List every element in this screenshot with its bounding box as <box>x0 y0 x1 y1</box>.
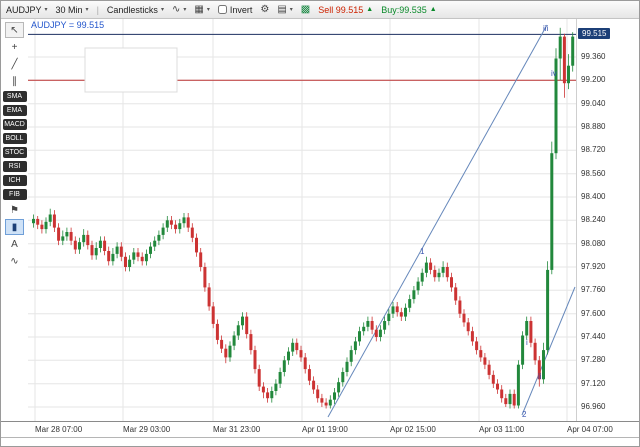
buy-quote-button[interactable]: Buy:99.535 ▲ <box>381 5 436 15</box>
zigzag-icon: ∿ <box>10 255 19 267</box>
chart-plot-area[interactable]: AUDJPY = 99.515 1 2 i ii iii iv <box>28 19 576 421</box>
interval-select[interactable]: 30 Min ▾ <box>56 5 89 15</box>
flag-icon: ⚑ <box>10 204 19 216</box>
svg-text:i: i <box>526 338 528 347</box>
text-tool-icon: A <box>11 238 18 250</box>
chevron-down-icon: ▾ <box>44 7 48 13</box>
buy-up-arrow-icon: ▲ <box>429 6 437 13</box>
time-tick-label: Mar 31 23:00 <box>213 425 261 434</box>
time-tick-label: Apr 01 19:00 <box>302 425 348 434</box>
indicator-stoc-button[interactable]: STOC <box>2 147 27 158</box>
price-tick-label: 98.080 <box>581 238 606 248</box>
grid-icon: ▦ <box>194 3 204 15</box>
svg-text:ii: ii <box>538 372 542 381</box>
monitor-icon: ▤ <box>277 3 287 15</box>
sell-up-arrow-icon: ▲ <box>366 6 374 13</box>
chart-type-label: Candlesticks <box>106 4 158 15</box>
time-tick-label: Mar 28 07:00 <box>35 425 83 434</box>
indicator-ich-button[interactable]: ICH <box>2 175 27 186</box>
flag-tool[interactable]: ⚑ <box>5 202 24 218</box>
price-tick-label: 97.120 <box>581 378 606 388</box>
candlestick-tool[interactable]: ▮ <box>5 219 24 235</box>
chart-legend: AUDJPY = 99.515 <box>31 20 105 30</box>
price-tick-label: 99.200 <box>581 75 606 85</box>
time-axis[interactable]: Mar 28 07:00 Mar 29 03:00 Mar 31 23:00 Apr … <box>1 421 639 438</box>
cursor-tool[interactable]: ↖ <box>5 22 24 38</box>
price-tick-label: 98.560 <box>581 168 606 178</box>
price-tick-label: 97.600 <box>581 308 606 318</box>
indicator-boll-button[interactable]: BOLL <box>2 133 27 144</box>
chevron-down-icon: ▾ <box>85 7 89 13</box>
indicator-macd-button[interactable]: MACD <box>2 119 27 130</box>
time-tick-label: Apr 04 07:00 <box>567 425 613 434</box>
invert-checkbox[interactable] <box>217 5 227 14</box>
candlestick-icon: ▮ <box>11 221 18 233</box>
price-axis[interactable]: 99.515 99.360 99.200 99.040 98.880 98.720 98.… <box>576 19 639 421</box>
palette-icon[interactable]: ▩ <box>300 3 311 15</box>
chevron-down-icon: ▾ <box>206 7 210 13</box>
indicator-fib-button[interactable]: FIB <box>2 189 27 200</box>
invert-label: Invert <box>229 4 253 15</box>
chevron-down-icon: ▾ <box>289 7 293 13</box>
symbol-select[interactable]: AUDJPY ▾ <box>6 5 48 15</box>
chevron-down-icon: ▾ <box>183 7 187 13</box>
text-tool[interactable]: A <box>5 236 24 252</box>
price-tick-label: 99.040 <box>581 98 606 108</box>
overlay-menu-button[interactable]: ∿ ▾ <box>171 3 187 15</box>
price-tick-label: 96.960 <box>581 402 606 411</box>
indicator-rsi-button[interactable]: RSI <box>2 161 27 172</box>
price-tick-label: 97.440 <box>581 332 606 341</box>
indicator-sma-button[interactable]: SMA <box>2 91 27 102</box>
svg-text:2: 2 <box>522 410 527 419</box>
sell-price: Sell 99.515 <box>318 4 364 15</box>
toolbar-separator: | <box>96 4 99 15</box>
price-tick-label: 97.280 <box>581 355 606 365</box>
line-chart-icon: ∿ <box>171 3 181 15</box>
price-tick-label: 98.240 <box>581 215 606 225</box>
screen-menu-button[interactable]: ▤ ▾ <box>277 3 293 15</box>
svg-text:iii: iii <box>543 24 549 33</box>
svg-text:iv: iv <box>551 69 557 78</box>
buy-price: Buy:99.535 <box>381 4 427 15</box>
current-price-badge: 99.515 <box>578 28 611 40</box>
symbol-label: AUDJPY <box>6 4 42 15</box>
chart-type-select[interactable]: Candlesticks ▾ <box>107 5 164 15</box>
drawing-tools-sidebar: ↖ + ╱ ∥ SMA EMA MACD BOLL STOC RSI ICH F… <box>1 19 28 421</box>
cursor-icon: ↖ <box>10 24 19 36</box>
time-tick-label: Mar 29 03:00 <box>123 425 171 434</box>
parallel-lines-tool[interactable]: ∥ <box>5 73 24 89</box>
price-tick-label: 97.760 <box>581 285 606 295</box>
trendline-icon: ╱ <box>11 58 18 70</box>
interval-label: 30 Min <box>55 4 83 15</box>
svg-text:1: 1 <box>420 247 425 256</box>
sell-quote-button[interactable]: Sell 99.515 ▲ <box>318 5 373 15</box>
price-tick-label: 97.920 <box>581 262 606 271</box>
price-tick-label: 98.400 <box>581 192 606 201</box>
time-tick-label: Apr 03 11:00 <box>479 425 525 434</box>
chevron-down-icon: ▾ <box>160 7 164 13</box>
gear-icon[interactable]: ⚙ <box>260 3 270 15</box>
layout-menu-button[interactable]: ▦ ▾ <box>194 3 210 15</box>
crosshair-tool[interactable]: + <box>5 39 24 55</box>
invert-toggle[interactable]: Invert <box>217 4 253 15</box>
trendline-tool[interactable]: ╱ <box>5 56 24 72</box>
parallel-lines-icon: ∥ <box>12 75 17 87</box>
price-tick-label: 98.720 <box>581 145 606 155</box>
price-tick-label: 99.360 <box>581 52 606 61</box>
price-tick-label: 98.880 <box>581 122 606 131</box>
toolbar: AUDJPY ▾ 30 Min ▾ | Candlesticks ▾ ∿ ▾ ▦… <box>1 1 639 19</box>
time-tick-label: Apr 02 15:00 <box>390 425 436 434</box>
zigzag-tool[interactable]: ∿ <box>5 253 24 269</box>
indicator-ema-button[interactable]: EMA <box>2 105 27 116</box>
crosshair-icon: + <box>11 41 18 53</box>
